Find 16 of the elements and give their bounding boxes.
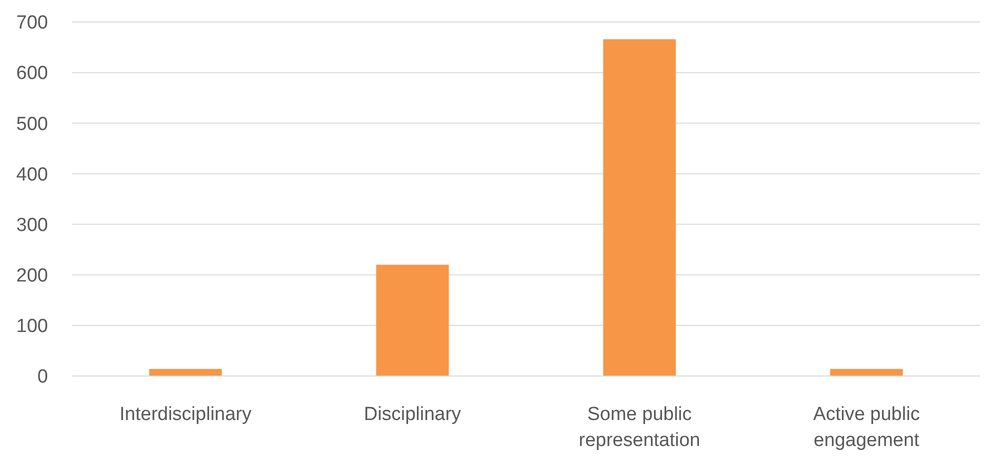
x-tick-label: Disciplinary xyxy=(364,404,462,425)
bar xyxy=(830,368,903,376)
x-tick-label: Some public representation xyxy=(578,404,700,451)
y-tick-label: 0 xyxy=(37,366,48,388)
y-tick-label: 200 xyxy=(16,266,48,287)
bar xyxy=(603,39,676,376)
y-tick-label: 600 xyxy=(16,63,48,84)
y-tick-label: 700 xyxy=(16,12,48,34)
bar xyxy=(376,264,449,376)
x-tick-label: Active public engagement xyxy=(813,404,920,451)
bar xyxy=(149,368,222,376)
x-tick-label: Interdisciplinary xyxy=(120,404,252,425)
y-tick-label: 500 xyxy=(16,114,48,135)
y-tick-label: 400 xyxy=(16,164,48,186)
y-tick-label: 100 xyxy=(16,316,48,338)
y-tick-label: 300 xyxy=(16,214,48,236)
